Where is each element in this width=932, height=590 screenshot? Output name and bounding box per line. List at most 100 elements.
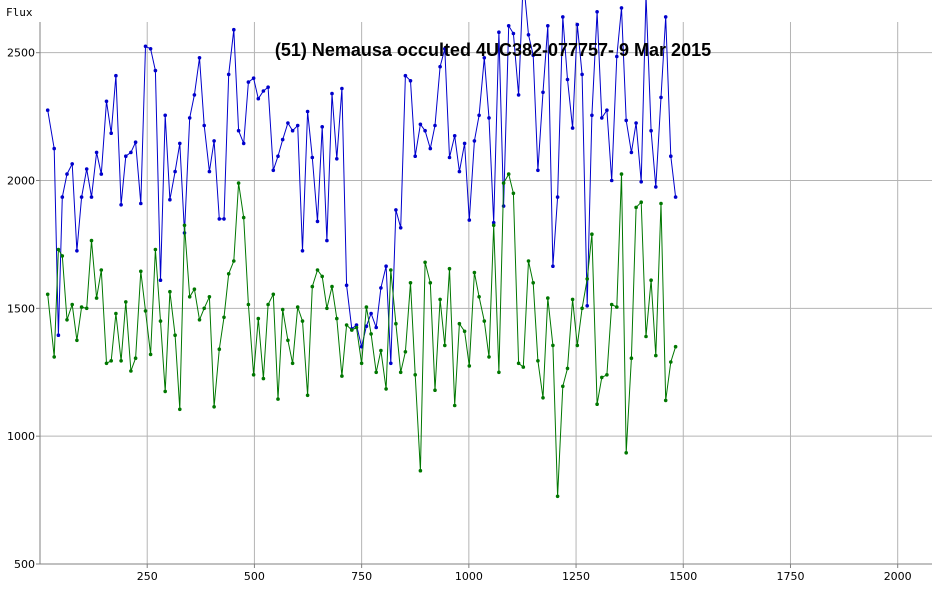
data-point (600, 375, 604, 380)
data-point (246, 80, 251, 84)
data-point (609, 302, 614, 307)
data-point (374, 370, 379, 375)
data-point (634, 205, 638, 210)
data-point (433, 388, 437, 393)
data-point (438, 64, 442, 69)
data-point (379, 348, 383, 353)
data-point (350, 328, 354, 332)
data-point (639, 180, 643, 184)
data-point (202, 123, 206, 128)
data-point (536, 359, 540, 363)
data-point (511, 31, 516, 36)
data-point (236, 128, 241, 133)
data-point (212, 405, 216, 409)
data-point (649, 128, 653, 133)
y-axis-title: Flux (6, 6, 33, 19)
data-point (413, 154, 418, 158)
data-point (168, 289, 172, 294)
data-point (389, 361, 393, 366)
data-point (178, 407, 182, 412)
data-point (654, 353, 658, 358)
data-point (403, 73, 408, 78)
chart-title: (51) Nemausa occulted 4UC382-077757- 9 M… (275, 40, 711, 60)
data-point (595, 10, 599, 14)
data-point (251, 76, 256, 80)
data-point (408, 281, 413, 285)
data-point (143, 44, 148, 49)
data-point (139, 201, 143, 206)
data-point (521, 365, 526, 369)
data-point (629, 150, 634, 155)
data-point (182, 223, 187, 228)
y-tick-label: 1000 (7, 430, 35, 443)
data-point (290, 361, 295, 366)
data-point (575, 22, 580, 27)
data-point (452, 403, 457, 408)
data-point (300, 249, 305, 253)
data-point (369, 332, 373, 336)
data-point (52, 146, 56, 151)
data-point (295, 123, 300, 128)
data-point (305, 393, 310, 398)
data-point (163, 113, 167, 118)
data-point (276, 154, 280, 158)
data-point (659, 201, 663, 206)
data-point (447, 266, 452, 271)
data-point (173, 169, 177, 174)
data-point (482, 56, 487, 60)
data-point (84, 167, 89, 171)
data-point (595, 402, 599, 407)
data-point (79, 305, 84, 309)
data-point (639, 200, 643, 204)
data-point (659, 95, 663, 100)
data-point (222, 315, 226, 320)
data-point (443, 343, 447, 348)
x-tick-label: 1750 (776, 570, 804, 583)
data-point (94, 296, 99, 300)
data-point (94, 150, 99, 155)
data-point (570, 297, 575, 302)
data-point (84, 306, 89, 311)
data-point (546, 296, 550, 300)
data-point (290, 128, 295, 133)
data-point (266, 85, 270, 89)
data-point (457, 169, 462, 174)
data-point (330, 91, 334, 96)
data-point (487, 355, 491, 359)
x-tick-label: 1250 (562, 570, 590, 583)
data-point (462, 141, 467, 146)
data-point (271, 168, 276, 173)
data-point (389, 268, 393, 272)
data-point (109, 131, 113, 135)
data-point (491, 220, 496, 225)
data-point (452, 134, 457, 138)
data-point (634, 121, 638, 125)
data-point (295, 305, 300, 309)
data-point (491, 223, 496, 228)
data-point (447, 155, 452, 160)
data-point (497, 370, 501, 375)
data-point (673, 195, 678, 199)
data-point (629, 356, 634, 361)
data-point (497, 30, 501, 34)
data-point (580, 306, 584, 311)
data-point (516, 93, 521, 97)
data-point (511, 191, 516, 196)
data-point (280, 137, 285, 142)
data-point (60, 195, 65, 199)
data-point (384, 387, 388, 391)
data-point (251, 373, 256, 377)
data-point (320, 274, 325, 279)
data-point (526, 33, 531, 37)
data-point (325, 306, 329, 311)
data-point (222, 217, 226, 221)
data-point (163, 389, 167, 394)
data-point (487, 116, 491, 120)
data-point (394, 321, 398, 326)
data-point (516, 361, 521, 366)
data-point (139, 269, 143, 274)
data-point (605, 373, 609, 377)
data-point (60, 254, 65, 258)
data-point (649, 278, 653, 283)
